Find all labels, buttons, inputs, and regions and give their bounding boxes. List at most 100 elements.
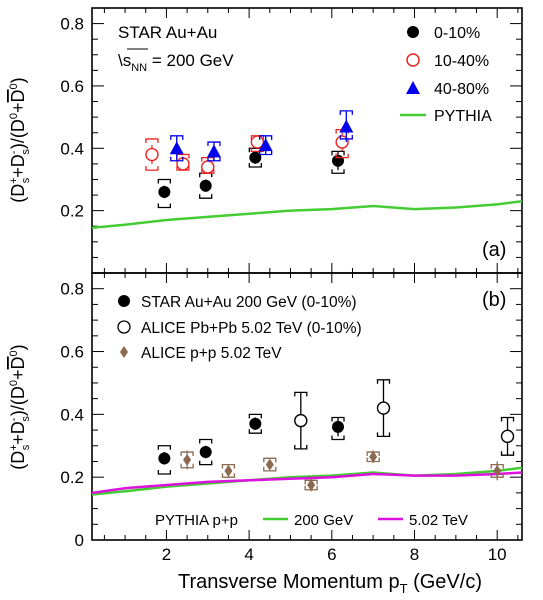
- panel-a-title: STAR Au+Au: [118, 23, 217, 42]
- sys-bracket-low: [335, 153, 349, 159]
- data-point: [331, 150, 345, 174]
- y-tick-label: 0.6: [60, 343, 84, 362]
- legend-label-pythia: PYTHIA: [434, 108, 492, 125]
- sys-bracket-low: [248, 163, 262, 168]
- panel-b-axes: 0 0.2 0.4 0.6 0.8 2 4 6 8 10: [60, 272, 522, 564]
- legend-label-alice-pbpb: ALICE Pb+Pb 5.02 TeV (0-10%): [141, 320, 362, 337]
- panel-a-legend: 0-10% 10-40% 40-80% PYTHIA: [400, 25, 492, 125]
- sys-bracket-high: [339, 110, 353, 115]
- data-point: [339, 110, 354, 143]
- marker-filled-circle: [158, 452, 171, 465]
- panel-a: 0.2 0.4 0.6 0.8 STAR Au+Au \sNN = 200 GeV 0…: [8, 7, 523, 274]
- data-point: [376, 379, 391, 437]
- marker-filled-circle: [332, 154, 345, 167]
- data-point: [304, 478, 318, 492]
- data-point: [199, 172, 213, 199]
- sys-bracket-low: [331, 435, 345, 441]
- y-tick-label: 0.6: [60, 77, 84, 96]
- marker-triangle: [339, 119, 354, 133]
- marker-filled-circle: [249, 151, 262, 164]
- marker-diamond: [369, 450, 378, 463]
- sys-bracket-high: [157, 178, 172, 184]
- marker-filled-circle: [249, 417, 262, 430]
- marker-filled-circle: [199, 179, 212, 192]
- marker-triangle: [258, 138, 273, 152]
- data-point: [221, 463, 236, 478]
- sys-bracket-high: [331, 416, 345, 422]
- legend-label-40-80: 40-80%: [434, 81, 489, 98]
- y-tick-label: 0.4: [60, 405, 84, 424]
- legend-marker-10-40: [406, 53, 420, 67]
- data-point: [294, 391, 308, 450]
- legend-label-0-10: 0-10%: [434, 25, 480, 42]
- panel-a-frame: [91, 7, 523, 274]
- sys-bracket-low: [248, 429, 262, 434]
- panel-b-frame: [91, 272, 523, 541]
- sys-bracket-low: [263, 466, 277, 472]
- marker-diamond: [265, 458, 274, 471]
- panel-b-curves: [91, 466, 523, 496]
- data-point: [250, 135, 265, 153]
- y-tick-label: 0.8: [60, 15, 84, 34]
- sys-bracket-low: [199, 460, 213, 466]
- x-tick-label: 8: [410, 545, 419, 564]
- pythia-legend-title: PYTHIA p+p: [155, 512, 238, 529]
- curve-200-gev: [91, 466, 523, 496]
- panel-b-label: (b): [482, 289, 506, 311]
- data-point: [199, 438, 213, 466]
- data-point: [258, 135, 273, 156]
- sys-bracket-low: [157, 203, 172, 209]
- sys-bracket-high: [248, 413, 262, 419]
- sys-bracket-high: [199, 438, 213, 444]
- panel-b-legend: STAR Au+Au 200 GeV (0-10%) ALICE Pb+Pb 5…: [117, 294, 468, 529]
- marker-open-circle: [250, 135, 265, 149]
- marker-filled-circle: [332, 420, 345, 433]
- legend-label-star: STAR Au+Au 200 GeV (0-10%): [141, 294, 357, 311]
- data-point: [500, 416, 515, 456]
- panel-b: 0 0.2 0.4 0.6 0.8 2 4 6 8 10 STAR Au+Au 200 GeV (…: [8, 272, 523, 596]
- sys-bracket-low: [157, 470, 172, 475]
- panel-a-points: [145, 110, 354, 209]
- x-tick-label: 6: [327, 545, 336, 564]
- y-tick-label: 0.2: [60, 202, 84, 221]
- panel-b-points: [157, 379, 515, 492]
- data-point: [331, 416, 345, 441]
- curve-5-02-tev: [91, 471, 523, 495]
- sys-bracket-low: [331, 169, 345, 174]
- legend-label-10-40: 10-40%: [434, 53, 489, 70]
- marker-open-circle: [201, 160, 215, 174]
- data-point: [157, 178, 172, 209]
- panel-a-label: (a): [482, 239, 506, 261]
- panel-a-ylabel: (D+s+D-s)/(D0+D0): [8, 77, 32, 202]
- y-tick-label: 0.2: [60, 468, 84, 487]
- data-point: [157, 445, 172, 475]
- y-tick-label: 0.4: [60, 139, 84, 158]
- data-point: [206, 141, 221, 162]
- marker-triangle: [206, 144, 221, 158]
- data-point: [145, 138, 159, 171]
- legend-marker-alice-pbpb: [117, 320, 131, 334]
- data-point: [180, 450, 194, 470]
- marker-diamond: [224, 464, 233, 477]
- x-tick-label: 10: [488, 545, 507, 564]
- y-tick-label: 0: [75, 531, 84, 550]
- data-point: [169, 135, 184, 162]
- sys-bracket-high: [500, 416, 515, 422]
- marker-diamond: [307, 479, 316, 492]
- marker-open-circle: [376, 401, 391, 415]
- marker-diamond: [183, 453, 192, 466]
- data-point: [263, 457, 277, 472]
- sys-bracket-high: [263, 457, 277, 463]
- legend-label-502tev: 5.02 TeV: [409, 512, 468, 529]
- sys-bracket-high: [157, 445, 172, 450]
- marker-open-circle: [294, 413, 308, 428]
- data-point: [366, 450, 380, 464]
- y-tick-label: 0.8: [60, 280, 84, 299]
- panel-a-energy: \sNN = 200 GeV: [118, 51, 234, 74]
- legend-label-200gev: 200 GeV: [294, 512, 353, 529]
- legend-marker-0-10: [407, 26, 419, 38]
- x-tick-label: 2: [162, 545, 171, 564]
- sys-bracket-low: [199, 194, 213, 199]
- x-tick-label: 4: [244, 545, 253, 564]
